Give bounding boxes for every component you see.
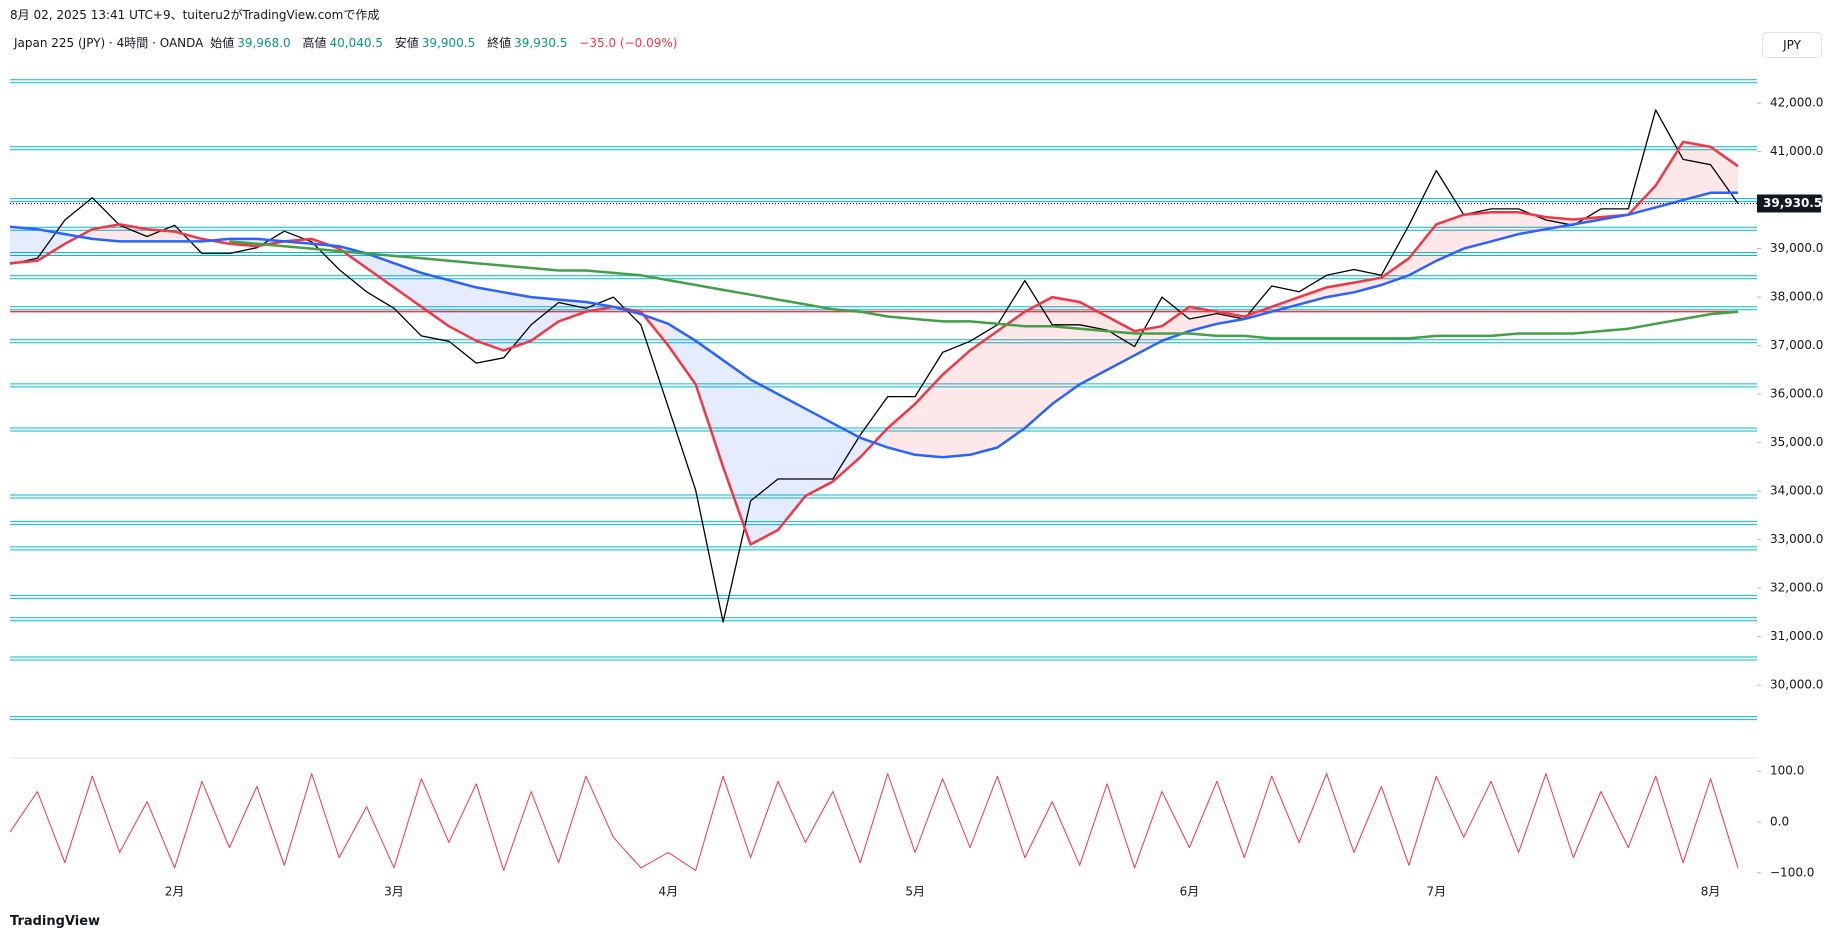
x-tick-label: 3月 [384, 885, 404, 899]
low: 39,900.5 [421, 36, 476, 50]
open-label: 始値 [210, 36, 235, 50]
ma-cloud [503, 292, 532, 351]
x-tick-label: 6月 [1180, 885, 1200, 899]
ma-cloud [805, 408, 833, 497]
ma-cloud [1683, 141, 1711, 201]
high: 40,040.5 [329, 36, 383, 50]
y-tick-label: 30,000.0 [1770, 678, 1823, 692]
ma-cloud [750, 379, 778, 545]
ma-cloud [147, 229, 175, 242]
x-tick-label: 8月 [1701, 885, 1721, 899]
ma-cloud [778, 394, 806, 530]
footer-logo: TradingView [10, 914, 101, 929]
open: 39,968.0 [237, 36, 291, 50]
price-axis-bg [1757, 0, 1835, 900]
y-tick-label: 33,000.0 [1770, 532, 1823, 546]
series-line [9, 109, 1739, 623]
legend: Japan 225 (JPY) · 4時間 · OANDA 始値 39,968.0… [14, 34, 685, 51]
y-tick-label: 35,000.0 [1770, 435, 1823, 449]
high-label: 高値 [302, 36, 327, 50]
ma-cloud [1299, 287, 1327, 305]
series-line [229, 240, 1739, 340]
ma-cloud [1436, 214, 1464, 261]
ma-cloud [558, 299, 586, 322]
ma-cloud [1491, 212, 1519, 242]
y-tick-label: 32,000.0 [1770, 581, 1823, 595]
close: 39,930.5 [514, 36, 568, 50]
ma-cloud [1107, 316, 1135, 370]
close-label: 終値 [487, 36, 512, 50]
ma-cloud [1408, 224, 1437, 276]
header: 8月 02, 2025 13:41 UTC+9、tuiteru2がTrading… [10, 8, 380, 22]
ma-cloud [10, 226, 38, 264]
currency-button[interactable]: JPY [1762, 32, 1822, 58]
y-tick-label: 38,000.0 [1770, 290, 1823, 304]
y-tick-label: 42,000.0 [1770, 96, 1823, 110]
series-line [9, 773, 1739, 871]
ma-cloud [1655, 141, 1684, 208]
y-tick-label: 31,000.0 [1770, 629, 1823, 643]
ma-cloud [942, 350, 970, 458]
ma-cloud [531, 297, 559, 341]
x-tick-label: 7月 [1426, 885, 1446, 899]
ma-cloud [695, 340, 724, 467]
ma-cloud [1052, 297, 1080, 404]
ma-cloud [887, 403, 916, 455]
y-tick-label: 34,000.0 [1770, 484, 1823, 498]
last-price-label: 39,930.5 [1763, 196, 1822, 210]
y-tick-label: 39,000.0 [1770, 241, 1823, 255]
ma-cloud [970, 331, 998, 455]
y-tick-label: 41,000.0 [1770, 144, 1823, 158]
change: −35.0 (−0.09%) [579, 36, 678, 50]
x-tick-label: 2月 [165, 885, 185, 899]
ma-cloud [1024, 297, 1053, 429]
y-tick-label: 37,000.0 [1770, 338, 1823, 352]
x-tick-label: 5月 [905, 885, 925, 899]
series-line [9, 191, 1738, 459]
ma-cloud [394, 263, 422, 307]
symbol: Japan 225 (JPY) · 4時間 · OANDA [14, 36, 204, 50]
ma-cloud [1463, 212, 1492, 249]
ma-cloud [1079, 301, 1108, 385]
ma-cloud [1710, 146, 1738, 193]
ma-cloud [723, 360, 751, 545]
y-tick-label: 0.0 [1770, 815, 1789, 829]
ma-cloud [421, 272, 449, 327]
ma-cloud [476, 287, 504, 351]
y-tick-label: 100.0 [1770, 764, 1804, 778]
low-label: 安値 [394, 36, 419, 50]
ma-cloud [37, 229, 65, 261]
x-tick-label: 4月 [658, 885, 678, 899]
y-tick-label: −100.0 [1770, 865, 1814, 879]
ma-cloud [668, 323, 696, 385]
ma-cloud [915, 374, 943, 458]
ma-cloud [997, 311, 1025, 448]
ma-cloud [448, 280, 477, 341]
ma-cloud [1381, 258, 1409, 286]
y-tick-label: 36,000.0 [1770, 387, 1823, 401]
last-price-box [1757, 194, 1821, 213]
